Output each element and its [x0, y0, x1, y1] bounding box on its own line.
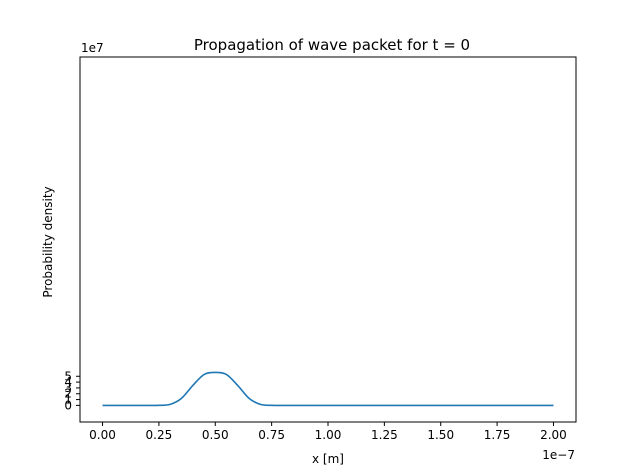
series-layer — [102, 371, 554, 407]
y-tick-label: 5 — [64, 369, 72, 383]
y-tick-label: 1 — [64, 393, 72, 407]
x-tick-label: 0.25 — [146, 428, 173, 442]
x-axis-ticks: 0.00 0.25 0.50 0.75 1.00 1.25 1.50 1.75 2.00 — [89, 422, 567, 442]
x-tick-label: 0.75 — [258, 428, 285, 442]
y-tick-label: 0 — [64, 398, 72, 412]
x-tick-label: 1.75 — [484, 428, 511, 442]
x-axis-label: x [m] — [312, 452, 344, 466]
x-tick-label: 2.00 — [540, 428, 567, 442]
axes-frame — [79, 56, 577, 423]
y-axis-offset-text: 1e7 — [81, 41, 104, 55]
x-axis-offset-text: 1e−7 — [542, 448, 575, 462]
x-tick-label: 0.50 — [202, 428, 229, 442]
series-line — [102, 371, 554, 407]
y-axis-label: Probability density — [41, 186, 55, 297]
y-tick-label: 3 — [64, 381, 72, 395]
x-tick-label: 0.00 — [89, 428, 116, 442]
y-tick-label: 4 — [64, 375, 72, 389]
x-tick-label: 1.00 — [315, 428, 342, 442]
y-tick-label: 2 — [64, 387, 72, 401]
x-tick-label: 1.50 — [427, 428, 454, 442]
chart-title: Propagation of wave packet for t = 0 — [194, 36, 470, 54]
x-tick-label: 1.25 — [371, 428, 398, 442]
